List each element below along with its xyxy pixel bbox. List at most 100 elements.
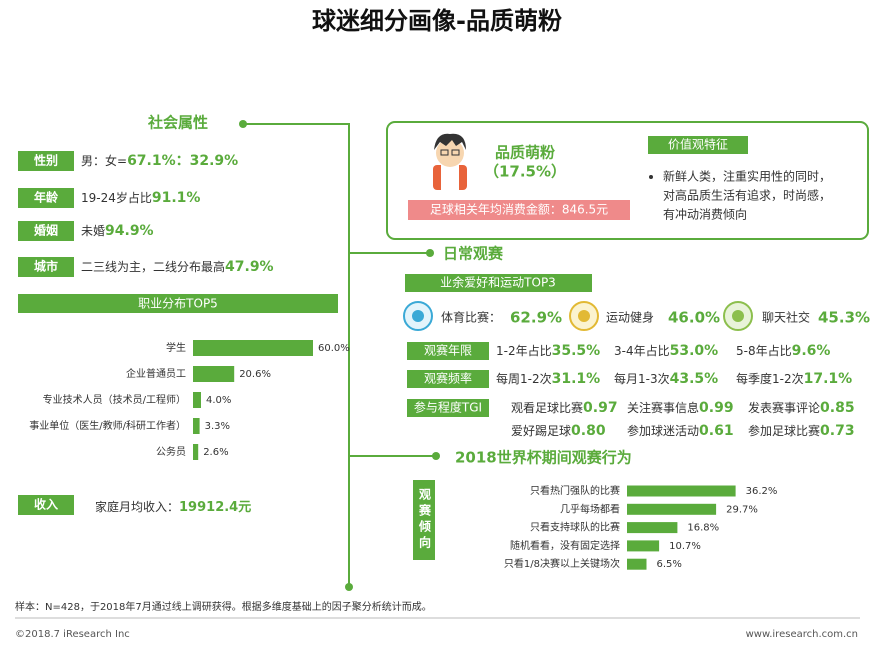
url: www.iresearch.com.cn <box>746 629 858 640</box>
bar <box>193 340 313 356</box>
value-label: 60.0% <box>318 343 350 354</box>
text: 每周1-2次 <box>496 371 552 386</box>
value-label: 6.5% <box>657 559 682 570</box>
section-title: 社会属性 <box>147 114 208 132</box>
highlight: 0.85 <box>820 400 855 416</box>
highlight: 47.9% <box>225 259 274 275</box>
highlight: 53.0% <box>670 343 719 359</box>
bar <box>193 366 235 382</box>
category-label: 企业普通员工 <box>126 367 186 380</box>
text: 3-4年占比 <box>614 343 670 358</box>
highlight: 31.1% <box>552 371 601 387</box>
highlight: 17.1% <box>804 371 853 387</box>
text: 每月1-3次 <box>614 371 670 386</box>
label: 观赛年限 <box>424 343 472 358</box>
label-box <box>18 257 74 277</box>
text: 参加球迷活动 <box>627 423 699 438</box>
value-label: 36.2% <box>746 486 778 497</box>
row-item: 每月1-3次43.5% <box>614 371 718 388</box>
icon-core <box>732 310 744 322</box>
row-item: 每周1-2次31.1% <box>496 371 600 388</box>
value-label: 2.6% <box>203 447 228 458</box>
hobby-name: 运动健身 <box>606 310 654 325</box>
category-label: 随机看看，没有固定选择 <box>510 539 620 552</box>
text: 二三线为主，二线分布最高 <box>81 259 225 274</box>
text: 参加足球比赛 <box>748 423 820 438</box>
highlight: 0.61 <box>699 423 734 439</box>
category-label: 专业技术人员（技术员/工程师） <box>43 393 186 406</box>
row-item: 5-8年占比9.6% <box>736 343 830 360</box>
label-box <box>413 480 435 560</box>
copyright: ©2018.7 iResearch Inc <box>15 629 130 640</box>
row-item: 每季度1-2次17.1% <box>736 371 852 388</box>
highlight: 67.1%：32.9% <box>127 153 238 169</box>
category-label: 公务员 <box>156 445 186 458</box>
text: 爱好踢足球 <box>511 424 571 438</box>
social-rows: 性别 男：女=67.1%：32.9% 年龄 19-24岁占比91.1% 婚姻 未婚94.9… <box>18 151 274 277</box>
connector <box>243 123 436 585</box>
highlight: 0.99 <box>699 400 734 416</box>
highlight: 0.97 <box>583 400 618 416</box>
hobby-value: 46.0% <box>668 309 720 327</box>
text: 家庭月均收入： <box>95 499 179 514</box>
section-title: 2018世界杯期间观赛行为 <box>455 449 632 467</box>
highlight: 94.9% <box>105 223 154 239</box>
hobby-name: 聊天社交 <box>762 310 810 325</box>
hobby-value: 45.3% <box>818 309 870 327</box>
highlight: 0.73 <box>820 423 855 439</box>
section-title: 日常观赛 <box>443 245 504 263</box>
highlight: 0.80 <box>571 423 606 439</box>
text: 未婚 <box>81 224 105 238</box>
values-line: 新鲜人类，注重实用性的同时， <box>663 169 831 184</box>
profile-box <box>386 121 869 240</box>
row-text: 二三线为主，二线分布最高47.9% <box>81 259 274 276</box>
row-item: 发表赛事评论0.85 <box>748 400 855 417</box>
values-text: 新鲜人类，注重实用性的同时， 对高品质生活有追求，时尚感， 有冲动消费倾向 <box>663 169 831 222</box>
label-box <box>18 221 74 241</box>
text: 关注赛事信息 <box>627 400 699 415</box>
row-item: 1-2年占比35.5% <box>496 343 600 360</box>
value-label: 16.8% <box>687 523 719 534</box>
icon-core <box>412 310 424 322</box>
bar <box>627 522 678 534</box>
connector-dot <box>345 583 353 591</box>
label: 观赛频率 <box>424 371 472 386</box>
bar <box>627 540 660 552</box>
value-label: 4.0% <box>206 395 231 406</box>
bar <box>627 558 647 570</box>
label: 参与程度TGI <box>414 400 482 415</box>
bar <box>193 418 200 434</box>
highlight: 91.1% <box>152 190 201 206</box>
band-title: 业余爱好和运动TOP3 <box>440 275 556 290</box>
category-label: 只看1/8决赛以上关键场次 <box>504 557 620 570</box>
category-label: 几乎每场都看 <box>560 502 620 515</box>
band <box>18 294 338 313</box>
row-text: 未婚94.9% <box>81 223 154 239</box>
hobby-name: 体育比赛： <box>441 310 501 325</box>
connector-dot <box>426 249 434 257</box>
axis-label: 观赛倾向 <box>418 488 432 552</box>
row-item: 参加足球比赛0.73 <box>748 423 855 440</box>
text: 每季度1-2次 <box>736 371 804 386</box>
value-label: 3.3% <box>205 421 230 432</box>
row-item: 3-4年占比53.0% <box>614 343 718 360</box>
row-text: 19-24岁占比91.1% <box>81 190 200 207</box>
value-label: 29.7% <box>726 504 758 515</box>
values-title: 价值观特征 <box>668 137 728 152</box>
income-text: 家庭月均收入：19912.4元 <box>95 499 251 515</box>
spend: 足球相关年均消费金额：846.5元 <box>430 202 608 217</box>
row-item: 观看足球比赛0.97 <box>511 400 618 417</box>
text: 观看足球比赛 <box>511 400 583 415</box>
highlight: 43.5% <box>670 371 719 387</box>
daily-rows: 观赛年限 1-2年占比35.5% 3-4年占比53.0% 5-8年占比9.6% 观赛频率… <box>407 342 855 439</box>
highlight: 9.6% <box>792 343 831 359</box>
label-box <box>18 151 74 171</box>
row-item: 爱好踢足球0.80 <box>511 423 606 439</box>
row-item: 关注赛事信息0.99 <box>627 400 734 417</box>
hobbies: 体育比赛： 62.9% 运动健身 46.0% 聊天社交 45.3% <box>403 301 870 331</box>
label-box <box>407 370 489 388</box>
icon-core <box>578 310 590 322</box>
band-title: 职业分布TOP5 <box>138 297 218 311</box>
highlight: 19912.4元 <box>179 500 251 515</box>
